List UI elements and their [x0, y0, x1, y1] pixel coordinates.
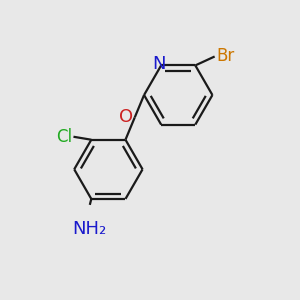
- Text: NH₂: NH₂: [73, 220, 107, 238]
- Text: N: N: [152, 55, 166, 73]
- Text: Br: Br: [216, 47, 234, 65]
- Text: Cl: Cl: [56, 128, 72, 146]
- Text: O: O: [119, 108, 133, 126]
